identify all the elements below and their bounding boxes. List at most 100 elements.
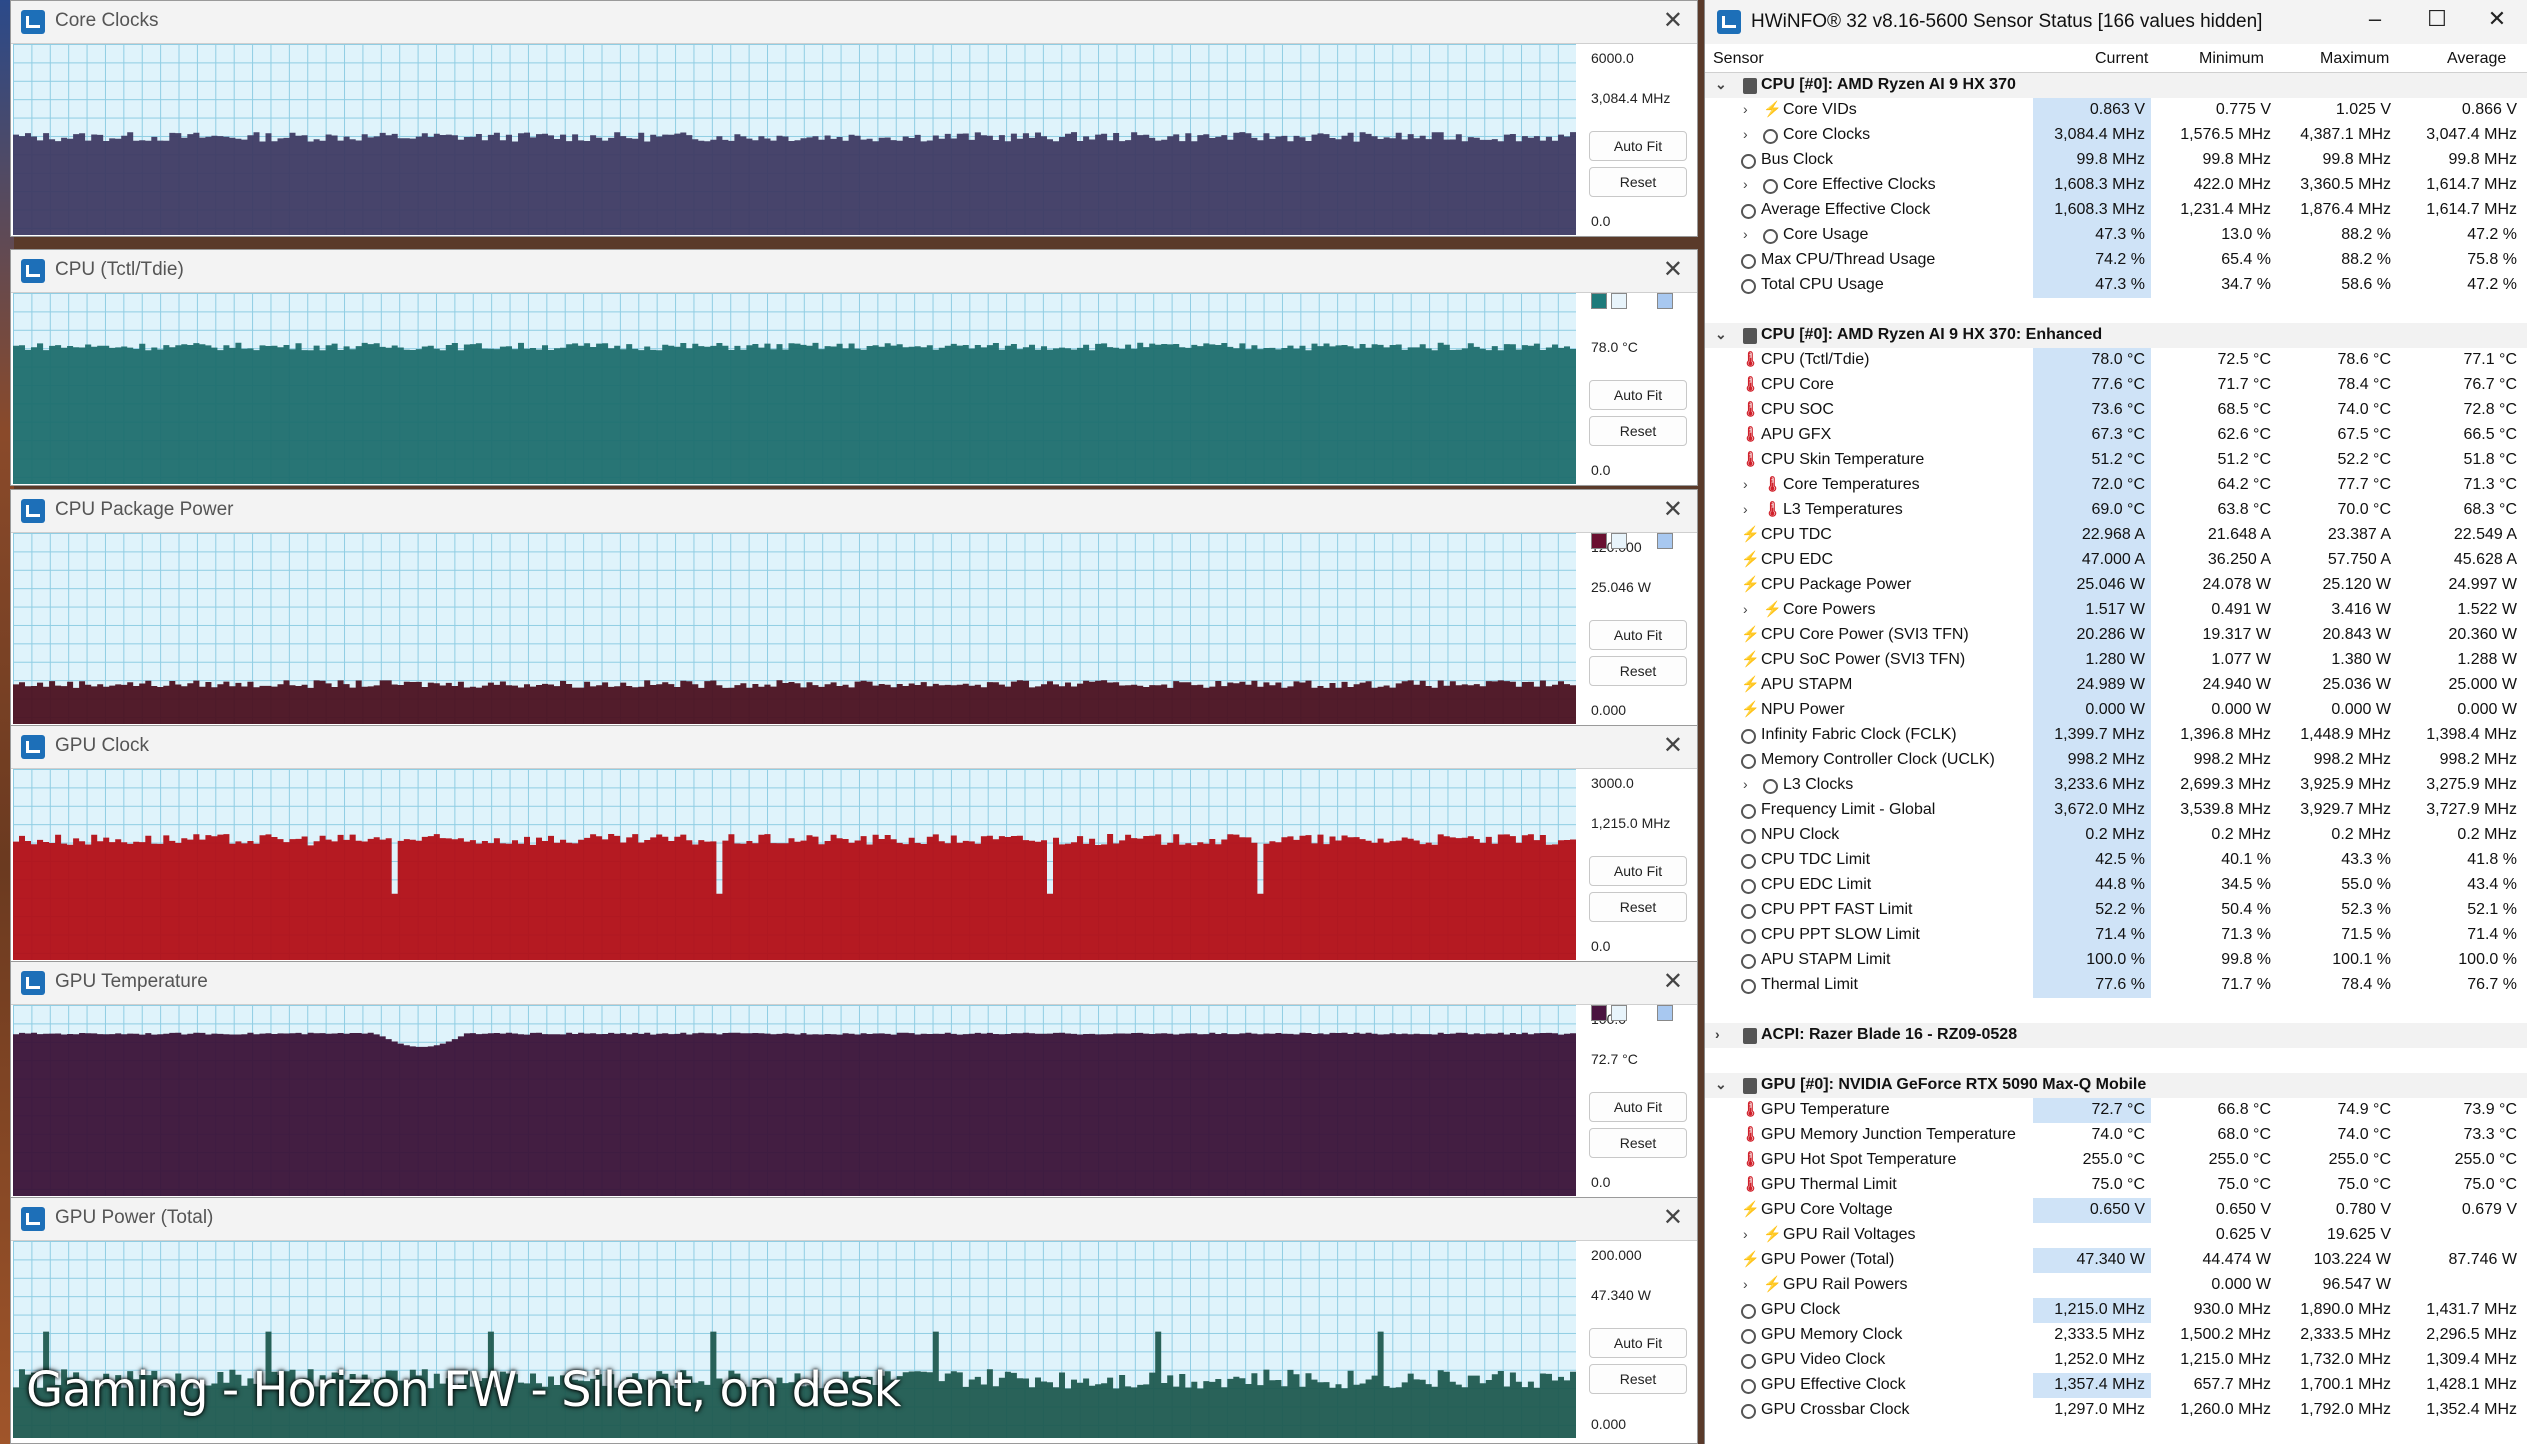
- sensor-row[interactable]: › Core Clocks 3,084.4 MHz 1,576.5 MHz 4,…: [1705, 123, 2527, 148]
- graph-title-bar[interactable]: GPU Temperature ✕: [11, 962, 1697, 1005]
- graph-bg-swatch[interactable]: [1611, 533, 1627, 549]
- sensor-row[interactable]: Memory Controller Clock (UCLK) 998.2 MHz…: [1705, 748, 2527, 773]
- close-icon[interactable]: ✕: [1662, 7, 1683, 34]
- close-icon[interactable]: ✕: [1662, 1204, 1683, 1231]
- sensor-row[interactable]: GPU Video Clock 1,252.0 MHz 1,215.0 MHz …: [1705, 1348, 2527, 1373]
- sensor-row[interactable]: ⚡ CPU Core Power (SVI3 TFN) 20.286 W 19.…: [1705, 623, 2527, 648]
- chevron-right-icon[interactable]: ›: [1743, 176, 1748, 192]
- auto-fit-button[interactable]: Auto Fit: [1589, 856, 1687, 886]
- graph-color-swatch[interactable]: [1591, 533, 1607, 549]
- chevron-right-icon[interactable]: ›: [1743, 476, 1748, 492]
- reset-button[interactable]: Reset: [1589, 416, 1687, 446]
- sensor-row[interactable]: ⚡ CPU TDC 22.968 A 21.648 A 23.387 A 22.…: [1705, 523, 2527, 548]
- sensor-window-title-bar[interactable]: HWiNFO® 32 v8.16-5600 Sensor Status [166…: [1705, 0, 2527, 44]
- sensor-row[interactable]: › Core Effective Clocks 1,608.3 MHz 422.…: [1705, 173, 2527, 198]
- reset-button[interactable]: Reset: [1589, 892, 1687, 922]
- sensor-row[interactable]: 🌡 CPU (Tctl/Tdie) 78.0 °C 72.5 °C 78.6 °…: [1705, 348, 2527, 373]
- auto-fit-button[interactable]: Auto Fit: [1589, 620, 1687, 650]
- sensor-row[interactable]: GPU Memory Clock 2,333.5 MHz 1,500.2 MHz…: [1705, 1323, 2527, 1348]
- sensor-row[interactable]: Infinity Fabric Clock (FCLK) 1,399.7 MHz…: [1705, 723, 2527, 748]
- sensor-row[interactable]: 🌡 GPU Temperature 72.7 °C 66.8 °C 74.9 °…: [1705, 1098, 2527, 1123]
- auto-fit-button[interactable]: Auto Fit: [1589, 131, 1687, 161]
- minimize-icon[interactable]: –: [2368, 6, 2382, 31]
- close-icon[interactable]: ✕: [1662, 968, 1683, 995]
- sensor-row[interactable]: GPU Effective Clock 1,357.4 MHz 657.7 MH…: [1705, 1373, 2527, 1398]
- chevron-right-icon[interactable]: ›: [1715, 1026, 1720, 1042]
- column-current[interactable]: Current: [2095, 50, 2149, 67]
- sensor-group-row[interactable]: ⌄ CPU [#0]: AMD Ryzen AI 9 HX 370: [1705, 73, 2527, 98]
- sensor-row[interactable]: GPU Crossbar Clock 1,297.0 MHz 1,260.0 M…: [1705, 1398, 2527, 1423]
- sensor-row[interactable]: CPU PPT FAST Limit 52.2 % 50.4 % 52.3 % …: [1705, 898, 2527, 923]
- reset-button[interactable]: Reset: [1589, 656, 1687, 686]
- reset-button[interactable]: Reset: [1589, 167, 1687, 197]
- reset-button[interactable]: Reset: [1589, 1364, 1687, 1394]
- sensor-row[interactable]: 🌡 GPU Hot Spot Temperature 255.0 °C 255.…: [1705, 1148, 2527, 1173]
- sensor-row[interactable]: › ⚡ Core Powers 1.517 W 0.491 W 3.416 W …: [1705, 598, 2527, 623]
- sensor-row[interactable]: ⚡ NPU Power 0.000 W 0.000 W 0.000 W 0.00…: [1705, 698, 2527, 723]
- chevron-right-icon[interactable]: ›: [1743, 1226, 1748, 1242]
- chevron-right-icon[interactable]: ›: [1743, 226, 1748, 242]
- maximize-icon[interactable]: ☐: [2427, 6, 2447, 31]
- sensor-row[interactable]: ⚡ CPU SoC Power (SVI3 TFN) 1.280 W 1.077…: [1705, 648, 2527, 673]
- sensor-row[interactable]: 🌡 GPU Thermal Limit 75.0 °C 75.0 °C 75.0…: [1705, 1173, 2527, 1198]
- chevron-right-icon[interactable]: ›: [1743, 126, 1748, 142]
- reset-button[interactable]: Reset: [1589, 1128, 1687, 1158]
- sensor-row[interactable]: › ⚡ GPU Rail Voltages 0.625 V 19.625 V: [1705, 1223, 2527, 1248]
- sensor-row[interactable]: Total CPU Usage 47.3 % 34.7 % 58.6 % 47.…: [1705, 273, 2527, 298]
- chevron-right-icon[interactable]: ›: [1743, 101, 1748, 117]
- sensor-row[interactable]: CPU PPT SLOW Limit 71.4 % 71.3 % 71.5 % …: [1705, 923, 2527, 948]
- sensor-row[interactable]: Frequency Limit - Global 3,672.0 MHz 3,5…: [1705, 798, 2527, 823]
- sensor-row[interactable]: 🌡 GPU Memory Junction Temperature 74.0 °…: [1705, 1123, 2527, 1148]
- sensor-row[interactable]: › 🌡 L3 Temperatures 69.0 °C 63.8 °C 70.0…: [1705, 498, 2527, 523]
- chevron-right-icon[interactable]: ›: [1743, 1276, 1748, 1292]
- sensor-row[interactable]: Average Effective Clock 1,608.3 MHz 1,23…: [1705, 198, 2527, 223]
- sensor-row[interactable]: › ⚡ GPU Rail Powers 0.000 W 96.547 W: [1705, 1273, 2527, 1298]
- sensor-row[interactable]: › 🌡 Core Temperatures 72.0 °C 64.2 °C 77…: [1705, 473, 2527, 498]
- sensor-row[interactable]: 🌡 CPU Skin Temperature 51.2 °C 51.2 °C 5…: [1705, 448, 2527, 473]
- chevron-down-icon[interactable]: ⌄: [1715, 1076, 1727, 1092]
- graph-window[interactable]: CPU Package Power ✕ 120.000 25.046 W Aut…: [10, 489, 1698, 726]
- graph-bg-swatch[interactable]: [1611, 1005, 1627, 1021]
- close-icon[interactable]: ✕: [1662, 732, 1683, 759]
- sensor-group-row[interactable]: ⌄ CPU [#0]: AMD Ryzen AI 9 HX 370: Enhan…: [1705, 323, 2527, 348]
- close-icon[interactable]: ✕: [2487, 6, 2507, 31]
- auto-fit-button[interactable]: Auto Fit: [1589, 380, 1687, 410]
- sensor-row[interactable]: Max CPU/Thread Usage 74.2 % 65.4 % 88.2 …: [1705, 248, 2527, 273]
- sensor-row[interactable]: GPU Clock 1,215.0 MHz 930.0 MHz 1,890.0 …: [1705, 1298, 2527, 1323]
- sensor-row[interactable]: ⚡ CPU EDC 47.000 A 36.250 A 57.750 A 45.…: [1705, 548, 2527, 573]
- graph-title-bar[interactable]: GPU Power (Total) ✕: [11, 1198, 1697, 1241]
- graph-title-bar[interactable]: CPU Package Power ✕: [11, 490, 1697, 533]
- close-icon[interactable]: ✕: [1662, 256, 1683, 283]
- graph-window[interactable]: GPU Clock ✕ 3000.0 1,215.0 MHz Auto Fit …: [10, 725, 1698, 962]
- column-maximum[interactable]: Maximum: [2320, 50, 2390, 67]
- graph-title-bar[interactable]: CPU (Tctl/Tdie) ✕: [11, 250, 1697, 293]
- close-icon[interactable]: ✕: [1662, 496, 1683, 523]
- sensor-row[interactable]: › ⚡ Core VIDs 0.863 V 0.775 V 1.025 V 0.…: [1705, 98, 2527, 123]
- graph-grid-swatch[interactable]: [1657, 1005, 1673, 1021]
- graph-color-swatch[interactable]: [1591, 1005, 1607, 1021]
- sensor-row[interactable]: CPU TDC Limit 42.5 % 40.1 % 43.3 % 41.8 …: [1705, 848, 2527, 873]
- sensor-row[interactable]: ⚡ APU STAPM 24.989 W 24.940 W 25.036 W 2…: [1705, 673, 2527, 698]
- column-average[interactable]: Average: [2447, 50, 2507, 67]
- chevron-right-icon[interactable]: ›: [1743, 601, 1748, 617]
- column-sensor[interactable]: Sensor: [1713, 50, 1764, 67]
- chevron-right-icon[interactable]: ›: [1743, 776, 1748, 792]
- sensor-row[interactable]: › L3 Clocks 3,233.6 MHz 2,699.3 MHz 3,92…: [1705, 773, 2527, 798]
- column-minimum[interactable]: Minimum: [2199, 50, 2264, 67]
- sensor-row[interactable]: ⚡ GPU Core Voltage 0.650 V 0.650 V 0.780…: [1705, 1198, 2527, 1223]
- graph-grid-swatch[interactable]: [1657, 293, 1673, 309]
- sensor-row[interactable]: 🌡 APU GFX 67.3 °C 62.6 °C 67.5 °C 66.5 °…: [1705, 423, 2527, 448]
- graph-window[interactable]: Core Clocks ✕ 6000.0 3,084.4 MHz Auto Fi…: [10, 0, 1698, 237]
- sensor-row[interactable]: NPU Clock 0.2 MHz 0.2 MHz 0.2 MHz 0.2 MH…: [1705, 823, 2527, 848]
- sensor-row[interactable]: 🌡 CPU SOC 73.6 °C 68.5 °C 74.0 °C 72.8 °…: [1705, 398, 2527, 423]
- chevron-down-icon[interactable]: ⌄: [1715, 76, 1727, 92]
- sensor-row[interactable]: ⚡ GPU Power (Total) 47.340 W 44.474 W 10…: [1705, 1248, 2527, 1273]
- sensor-group-row[interactable]: › ACPI: Razer Blade 16 - RZ09-0528: [1705, 1023, 2527, 1048]
- auto-fit-button[interactable]: Auto Fit: [1589, 1328, 1687, 1358]
- auto-fit-button[interactable]: Auto Fit: [1589, 1092, 1687, 1122]
- sensor-row[interactable]: 🌡 CPU Core 77.6 °C 71.7 °C 78.4 °C 76.7 …: [1705, 373, 2527, 398]
- graph-window[interactable]: GPU Power (Total) ✕ 200.000 47.340 W Aut…: [10, 1197, 1698, 1444]
- sensor-group-row[interactable]: ⌄ GPU [#0]: NVIDIA GeForce RTX 5090 Max-…: [1705, 1073, 2527, 1098]
- graph-title-bar[interactable]: Core Clocks ✕: [11, 1, 1697, 44]
- sensor-row[interactable]: ⚡ CPU Package Power 25.046 W 24.078 W 25…: [1705, 573, 2527, 598]
